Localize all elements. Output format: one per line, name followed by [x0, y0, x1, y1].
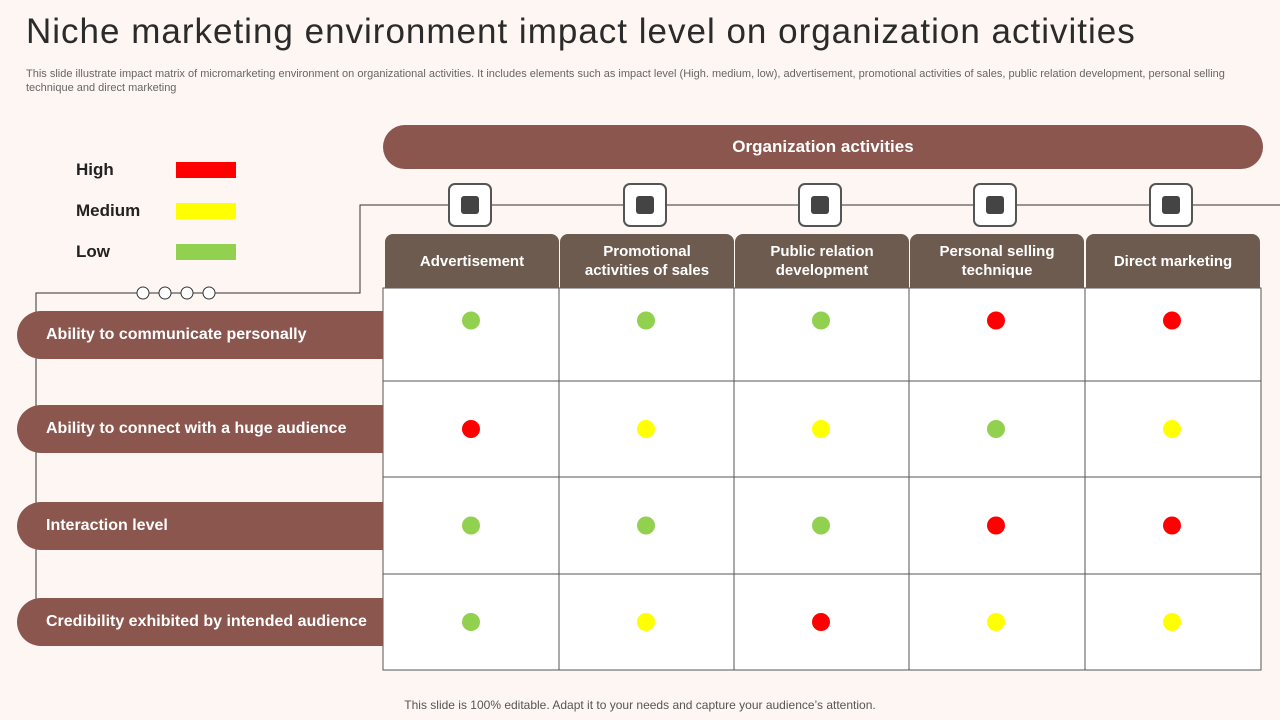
impact-dot — [812, 516, 830, 535]
column-header: Personal selling technique — [910, 234, 1084, 288]
row-label: Credibility exhibited by intended audien… — [17, 598, 383, 646]
row-label: Ability to communicate personally — [17, 310, 383, 359]
impact-dot — [462, 420, 480, 438]
impact-dot — [987, 516, 1005, 535]
column-icon-glyph — [461, 196, 479, 214]
impact-dot — [987, 311, 1005, 330]
impact-dot — [637, 311, 655, 330]
impact-dot — [1163, 516, 1181, 535]
impact-dot — [1163, 613, 1181, 631]
impact-dot — [462, 311, 480, 330]
impact-dot — [987, 613, 1005, 631]
column-icon-glyph — [811, 196, 829, 214]
impact-dot — [462, 613, 480, 631]
impact-dot — [987, 420, 1005, 438]
legend-label: Medium — [76, 201, 141, 220]
impact-dot — [637, 420, 655, 438]
column-header: Promotional activities of sales — [560, 234, 734, 288]
column-header: Direct marketing — [1086, 234, 1260, 288]
legend-swatch — [176, 203, 236, 219]
row-label: Ability to connect with a huge audience — [17, 405, 383, 453]
row-label: Interaction level — [17, 501, 383, 550]
header: Organization activities — [383, 125, 1263, 169]
impact-dot — [812, 420, 830, 438]
column-header: Advertisement — [385, 234, 559, 288]
impact-dot — [1163, 311, 1181, 330]
footer: This slide is 100% editable. Adapt it to… — [404, 698, 876, 712]
legend-swatch — [176, 244, 236, 260]
impact-dot — [637, 516, 655, 535]
impact-dot — [462, 516, 480, 535]
legend-swatch — [176, 162, 236, 178]
subtitle: This slide illustrate impact matrix of m… — [26, 68, 1225, 94]
impact-dot — [637, 613, 655, 631]
impact-dot — [812, 613, 830, 631]
column-icon-glyph — [986, 196, 1004, 214]
legend-label: Low — [76, 242, 110, 261]
impact-dot — [812, 311, 830, 330]
legend-label: High — [76, 160, 114, 179]
column-icon-glyph — [1162, 196, 1180, 214]
impact-dot — [1163, 420, 1181, 438]
column-icon-glyph — [636, 196, 654, 214]
column-header: Public relation development — [735, 234, 909, 288]
title: Niche marketing environment impact level… — [26, 12, 1136, 51]
